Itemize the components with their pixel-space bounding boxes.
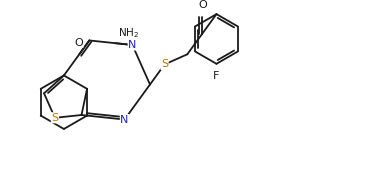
- Text: N: N: [120, 114, 129, 125]
- Text: O: O: [198, 0, 207, 10]
- Text: O: O: [75, 38, 84, 48]
- Text: S: S: [51, 113, 59, 123]
- Text: F: F: [213, 71, 220, 81]
- Text: S: S: [161, 59, 168, 70]
- Text: N: N: [128, 40, 136, 50]
- Text: NH$_2$: NH$_2$: [118, 26, 139, 40]
